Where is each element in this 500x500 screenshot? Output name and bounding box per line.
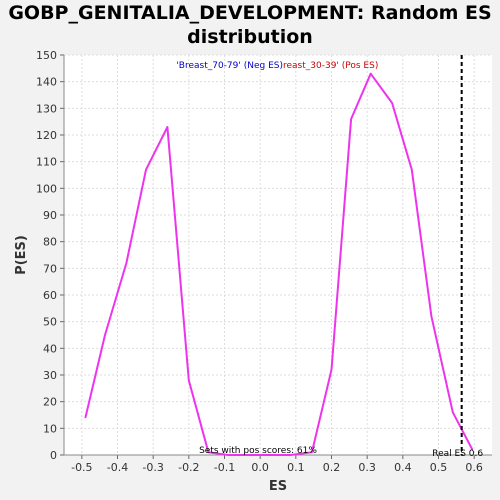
pos-scores-annotation: Sets with pos scores: 61% [199,446,317,456]
y-tick-label: 20 [43,396,57,409]
y-tick-label: 90 [43,209,57,222]
grid-lines [64,54,492,456]
x-tick-label: 0.1 [287,461,305,474]
y-tick-label: 110 [36,156,57,169]
data-point [311,451,313,453]
real-es-label: Real ES 0.6 [432,449,483,459]
chart-title: GOBP_GENITALIA_DEVELOPMENT: Random ES di… [8,2,492,48]
x-tick-label: 0.5 [430,461,448,474]
data-point [104,334,106,336]
data-point [471,449,473,451]
x-tick-label: 0.3 [358,461,376,474]
y-tick-label: 50 [43,316,57,329]
y-tick-label: 30 [43,369,57,382]
y-tick-label: 140 [36,76,57,89]
y-axis: 0 10 20 30 40 50 60 70 80 90 100 110 120 130 140 150 [36,49,65,462]
x-tick-label: 0.6 [465,461,483,474]
y-tick-label: 70 [43,262,57,275]
x-axis-label: ES [269,479,287,494]
x-tick-label: -0.1 [214,461,235,474]
data-point [227,454,229,456]
data-point [125,262,128,264]
x-tick-label: -0.4 [107,461,128,474]
data-point [145,169,147,171]
data-point [84,417,86,419]
x-tick-label: -0.2 [178,461,199,474]
y-axis-label: P(ES) [14,235,29,275]
legend-pos-label: reast_30-39' (Pos ES) [283,61,378,71]
legend-neg-label: 'Breast_70-79' (Neg ES) [176,61,283,71]
data-point [350,118,352,120]
x-tick-label: 0.0 [251,461,269,474]
y-tick-label: 0 [50,449,57,462]
x-tick-label: -0.3 [142,461,163,474]
data-point [430,315,432,317]
y-tick-label: 120 [36,129,57,142]
y-tick-label: 130 [36,102,57,115]
y-tick-label: 100 [36,182,57,195]
data-point [188,379,190,381]
x-tick-label: 0.2 [323,461,341,474]
x-tick-label: -0.5 [71,461,92,474]
distribution-line [84,72,474,456]
data-point [270,454,272,456]
data-point [289,454,292,456]
y-tick-label: 60 [43,289,57,302]
data-point [330,369,333,371]
y-tick-label: 80 [43,236,57,249]
data-point [370,73,372,75]
data-point [248,454,251,456]
data-point [391,102,393,104]
x-tick-label: 0.4 [394,461,412,474]
data-point [207,451,210,453]
data-point [452,411,454,413]
data-point [411,169,413,171]
plot-area [64,55,492,455]
y-tick-label: 40 [43,342,57,355]
data-point [166,126,169,128]
x-axis: -0.5 -0.4 -0.3 -0.2 -0.1 0.0 0.1 0.2 0.3 0.4 0.5 0.… [64,454,492,474]
y-tick-label: 150 [36,49,57,62]
series-layer [84,72,474,456]
y-tick-label: 10 [43,422,57,435]
